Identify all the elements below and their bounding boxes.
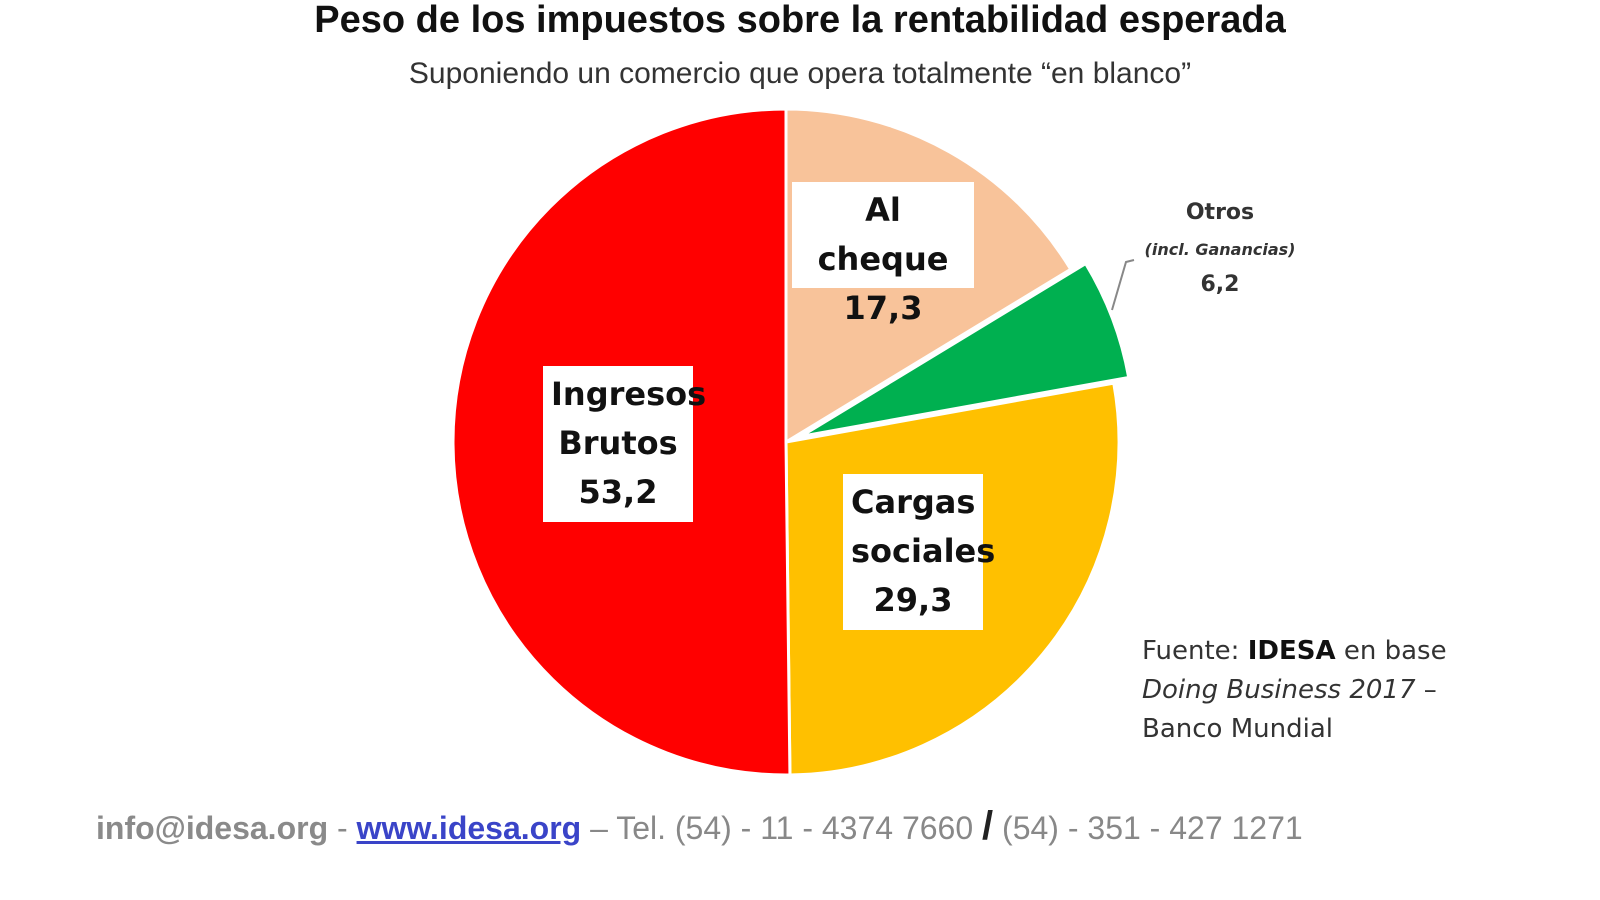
otros-leader-line xyxy=(1111,259,1135,311)
source-italic: Doing Business 2017 xyxy=(1142,675,1416,705)
footer-sep: - xyxy=(328,810,357,846)
value-al-cheque: 17,3 xyxy=(843,289,923,327)
source-mid: en base xyxy=(1335,636,1447,666)
footer-tel-1: – Tel. (54) - 11 - 4374 7660 xyxy=(581,810,983,846)
chart-title: Peso de los impuestos sobre la rentabili… xyxy=(314,0,1286,41)
label-al-cheque: Al cheque 17,3 xyxy=(792,182,974,327)
label-otros-sub: (incl. Ganancias) xyxy=(1144,240,1296,259)
footer-contact: info@idesa.org - www.idesa.org – Tel. (5… xyxy=(96,804,1516,849)
value-ingresos: 53,2 xyxy=(578,473,658,511)
chart-subtitle: Suponiendo un comercio que opera totalme… xyxy=(408,57,1192,90)
footer-slash: / xyxy=(982,804,994,848)
footer-email[interactable]: info@idesa.org xyxy=(96,810,329,846)
label-cargas-sociales: Cargas sociales 29,3 xyxy=(843,474,996,630)
label-cargas-line2: sociales xyxy=(851,532,996,570)
source-org: IDESA xyxy=(1247,636,1336,666)
source-note: Fuente: IDESA en base Doing Business 201… xyxy=(1142,632,1462,749)
footer-website-link[interactable]: www.idesa.org xyxy=(356,810,582,846)
source-prefix: Fuente: xyxy=(1142,636,1248,666)
value-cargas: 29,3 xyxy=(873,581,953,619)
footer-tel-2: (54) - 351 - 427 1271 xyxy=(993,810,1303,846)
value-otros: 6,2 xyxy=(1200,272,1240,297)
label-ingresos-line1: Ingresos xyxy=(551,375,707,413)
slice-otros xyxy=(800,261,1131,438)
label-ingresos-line2: Brutos xyxy=(558,424,678,462)
label-al-cheque-line1: Al cheque xyxy=(817,191,949,278)
label-otros: Otros xyxy=(1185,200,1255,225)
source-suffix: – Banco Mundial xyxy=(1142,675,1437,744)
label-cargas-line1: Cargas xyxy=(851,483,976,521)
label-ingresos-brutos: Ingresos Brutos 53,2 xyxy=(543,366,707,522)
